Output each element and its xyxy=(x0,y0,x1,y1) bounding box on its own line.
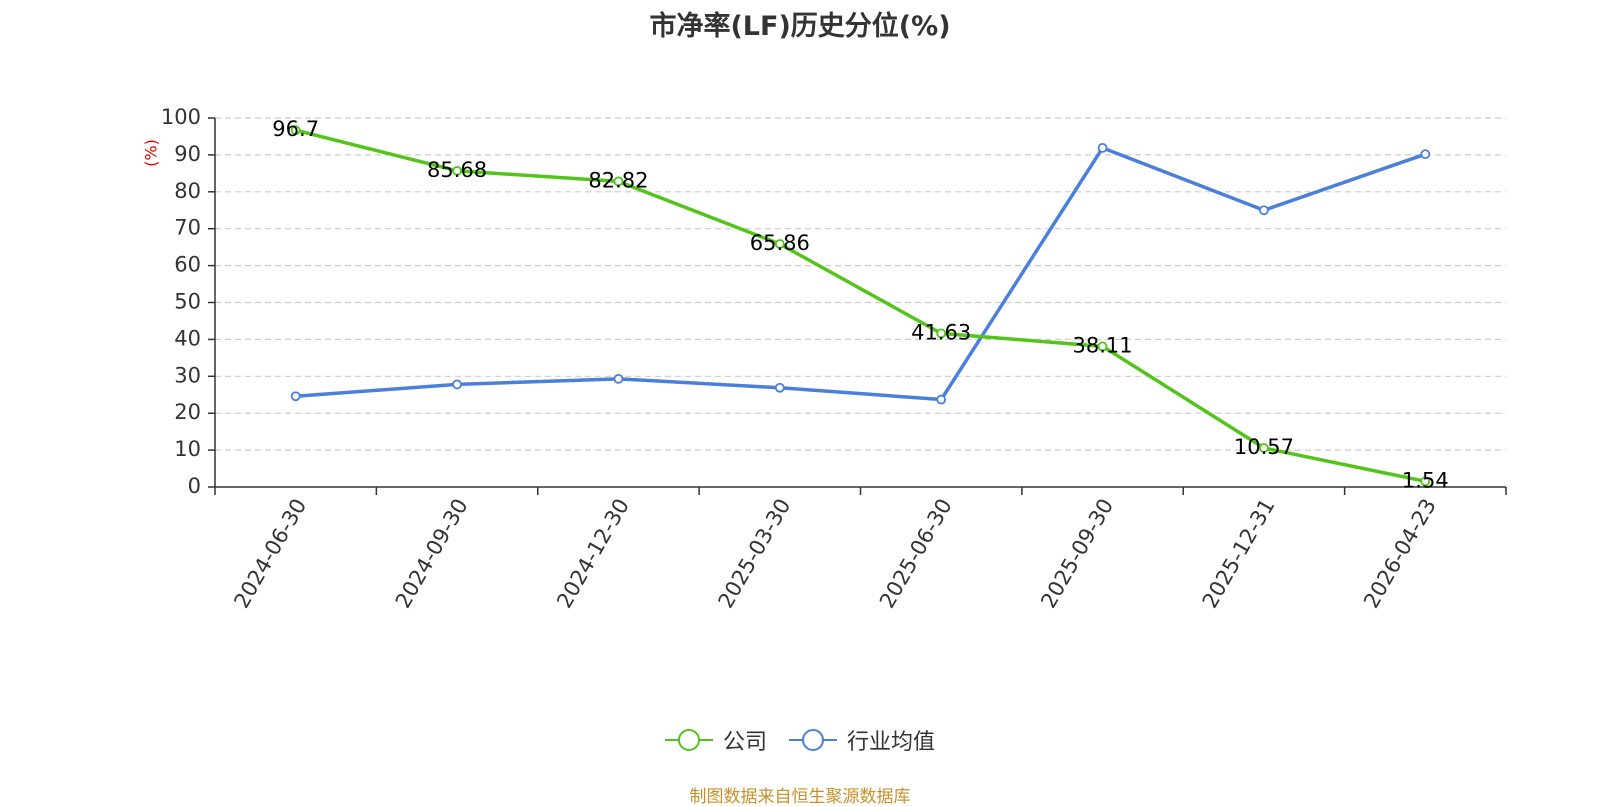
data-point-industry-average[interactable] xyxy=(774,382,785,393)
y-tick-label: 80 xyxy=(174,179,201,203)
data-point-industry-average[interactable] xyxy=(1097,142,1108,153)
data-point-company[interactable] xyxy=(1420,476,1431,487)
x-tick-label: 2024-06-30 xyxy=(229,495,311,613)
x-tick-label: 2024-12-30 xyxy=(552,495,634,613)
data-point-company[interactable] xyxy=(936,328,947,339)
y-tick-label: 0 xyxy=(188,474,201,498)
data-point-industry-average[interactable] xyxy=(290,391,301,402)
legend-item-company[interactable]: 公司 xyxy=(664,724,767,756)
data-point-company[interactable] xyxy=(1259,443,1269,453)
data-label-company: 96.7 xyxy=(272,117,319,141)
x-tick-label: 2025-09-30 xyxy=(1036,495,1118,613)
data-point-company[interactable] xyxy=(452,165,462,176)
series-line-company xyxy=(295,128,1426,484)
grid-layer xyxy=(215,117,1506,451)
x-tick-label: 2026-04-23 xyxy=(1359,495,1441,613)
data-point-company[interactable] xyxy=(613,176,624,187)
legend-marker-company xyxy=(664,729,713,751)
chart-title: 市净率(LF)历史分位(%) xyxy=(649,11,951,42)
data-point-industry-average[interactable] xyxy=(452,379,462,390)
data-point-industry-average[interactable] xyxy=(1420,149,1431,160)
y-tick-label: 30 xyxy=(174,363,201,387)
axis-layer: 0 10 20 30 40 50 60 70 80 90 100 2024-06-30 2024-09-… xyxy=(161,105,1507,613)
y-tick-label: 60 xyxy=(174,253,201,277)
data-label-company: 82.82 xyxy=(588,168,648,192)
y-tick-label: 20 xyxy=(174,400,201,424)
data-point-industry-average[interactable] xyxy=(1259,205,1269,216)
data-label-company: 10.57 xyxy=(1234,435,1294,459)
y-axis-label: (%) xyxy=(142,139,161,167)
y-tick-label: 50 xyxy=(174,290,201,314)
label-layer: 96.7 85.68 82.82 65.86 41.63 38.11 10.57 1.54 xyxy=(272,117,1448,492)
y-tick-label: 10 xyxy=(174,437,201,461)
data-point-industry-average[interactable] xyxy=(936,394,947,405)
y-tick-label: 90 xyxy=(174,142,201,166)
source-note: 制图数据来自恒生聚源数据库 xyxy=(689,787,911,807)
x-tick-label: 2025-06-30 xyxy=(875,495,957,613)
data-label-company: 41.63 xyxy=(911,320,971,344)
y-tick-label: 70 xyxy=(174,216,201,240)
data-point-company[interactable] xyxy=(774,239,785,249)
data-label-company: 1.54 xyxy=(1402,468,1449,492)
legend: 公司 行业均值 xyxy=(0,722,1600,758)
legend-item-industry-average[interactable]: 行业均值 xyxy=(789,724,935,756)
data-label-company: 65.86 xyxy=(750,231,810,255)
legend-label-company: 公司 xyxy=(722,730,767,755)
y-tick-label: 100 xyxy=(161,105,201,129)
x-tick-label: 2025-12-31 xyxy=(1198,495,1280,613)
legend-marker-industry-average xyxy=(789,729,837,751)
data-point-company[interactable] xyxy=(290,125,301,136)
data-point-company[interactable] xyxy=(1097,341,1108,352)
data-point-industry-average[interactable] xyxy=(613,373,624,384)
data-label-company: 85.68 xyxy=(427,158,487,182)
y-tick-label: 40 xyxy=(174,326,201,350)
series-layer xyxy=(290,125,1431,487)
x-tick-label: 2025-03-30 xyxy=(714,495,796,613)
x-tick-label: 2024-09-30 xyxy=(391,495,473,613)
data-label-company: 38.11 xyxy=(1073,333,1133,357)
legend-label-industry-average: 行业均值 xyxy=(847,730,936,755)
series-line-industry-average xyxy=(295,146,1426,402)
